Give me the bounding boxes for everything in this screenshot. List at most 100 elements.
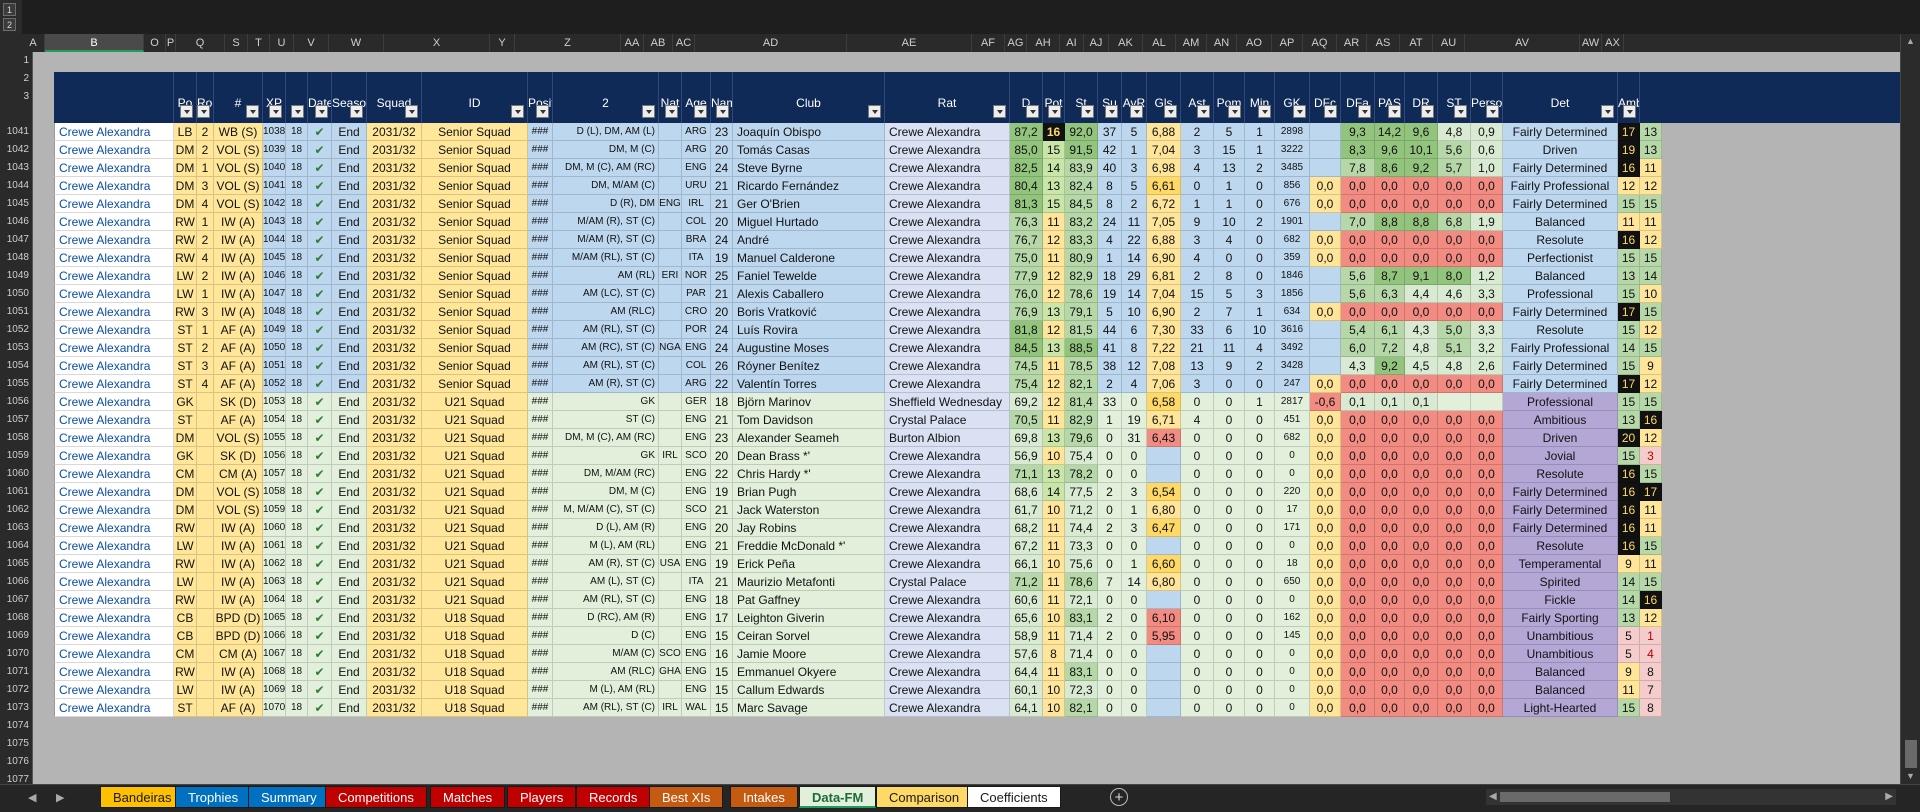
table-cell[interactable]: End	[332, 267, 367, 285]
table-cell[interactable]: 1,9	[1471, 213, 1503, 231]
table-cell[interactable]: 0	[1214, 573, 1245, 591]
table-cell[interactable]: 21	[711, 177, 733, 195]
filter-dropdown-icon[interactable]	[716, 105, 729, 118]
table-cell[interactable]: Faniel Tewelde	[733, 267, 885, 285]
table-cell[interactable]: End	[332, 339, 367, 357]
table-cell[interactable]: 15	[1181, 285, 1214, 303]
table-cell[interactable]: 0,0	[1310, 465, 1341, 483]
table-cell[interactable]: 81,5	[1065, 321, 1098, 339]
table-cell[interactable]	[197, 393, 214, 411]
table-cell[interactable]: End	[332, 249, 367, 267]
table-cell[interactable]: André	[733, 231, 885, 249]
table-cell[interactable]: U21 Squad	[422, 501, 528, 519]
table-cell[interactable]: ###	[528, 663, 553, 681]
table-cell[interactable]: 15	[1618, 357, 1640, 375]
table-cell[interactable]: 0,0	[1341, 483, 1375, 501]
table-cell[interactable]: 19	[711, 555, 733, 573]
table-cell[interactable]: VOL (S)	[214, 141, 263, 159]
table-cell[interactable]: 6,80	[1147, 501, 1181, 519]
table-cell[interactable]	[659, 375, 682, 393]
table-cell[interactable]: AF (A)	[214, 321, 263, 339]
scroll-left-icon[interactable]: ◀	[1489, 791, 1497, 802]
table-cell[interactable]: 16	[1640, 591, 1662, 609]
spreadsheet-grid[interactable]: PoRole # XP DateSeason Squad ID Position 2 NatAg…	[33, 52, 1920, 784]
table-cell[interactable]: 64,4	[1010, 663, 1043, 681]
table-cell[interactable]: 9	[1181, 213, 1214, 231]
table-cell[interactable]: Crewe Alexandra	[54, 123, 174, 141]
column-header-a[interactable]: A	[22, 34, 45, 52]
table-cell[interactable]: 11	[1640, 555, 1662, 573]
table-cell[interactable]: Miguel Hurtado	[733, 213, 885, 231]
table-cell[interactable]: 9,6	[1375, 141, 1405, 159]
table-cell[interactable]: 10	[1043, 681, 1065, 699]
table-cell[interactable]: AM (R), ST (C)	[553, 375, 659, 393]
table-cell[interactable]: U18 Squad	[422, 681, 528, 699]
table-cell[interactable]: 0,0	[1310, 483, 1341, 501]
table-cell[interactable]: 3	[1181, 375, 1214, 393]
table-cell[interactable]: End	[332, 699, 367, 717]
check-icon[interactable]: ✔	[308, 429, 332, 447]
table-cell[interactable]: ###	[528, 249, 553, 267]
filter-dropdown-icon[interactable]	[1421, 105, 1434, 118]
table-cell[interactable]: Fairly Determined	[1503, 159, 1618, 177]
table-cell[interactable]: AM (RL), ST (C)	[553, 591, 659, 609]
table-cell[interactable]: 33	[1098, 393, 1122, 411]
table-cell[interactable]: COL	[682, 357, 711, 375]
table-cell[interactable]: 15	[1640, 573, 1662, 591]
column-header-ap[interactable]: AP	[1272, 34, 1303, 52]
table-cell[interactable]: RW	[174, 555, 197, 573]
table-cell[interactable]	[197, 411, 214, 429]
table-cell[interactable]: 6,71	[1147, 411, 1181, 429]
table-cell[interactable]: ENG	[682, 483, 711, 501]
row-number[interactable]: 1070	[6, 648, 29, 659]
table-cell[interactable]: 78,5	[1065, 357, 1098, 375]
table-cell[interactable]: 0	[1181, 483, 1214, 501]
table-cell[interactable]: 12	[1043, 285, 1065, 303]
table-cell[interactable]: End	[332, 573, 367, 591]
table-cell[interactable]: 13	[1640, 123, 1662, 141]
column-header-aj[interactable]: AJ	[1084, 34, 1109, 52]
table-cell[interactable]: End	[332, 465, 367, 483]
table-cell[interactable]: U21 Squad	[422, 537, 528, 555]
table-cell[interactable]: 75,4	[1010, 375, 1043, 393]
table-cell[interactable]: 2031/32	[367, 573, 422, 591]
column-header-ax[interactable]: AX	[1602, 34, 1624, 52]
table-cell[interactable]: 2	[1181, 303, 1214, 321]
table-cell[interactable]: 58,9	[1010, 627, 1043, 645]
table-cell[interactable]: End	[332, 411, 367, 429]
table-cell[interactable]: 0,0	[1375, 303, 1405, 321]
table-cell[interactable]: 6,90	[1147, 303, 1181, 321]
table-cell[interactable]	[197, 591, 214, 609]
table-cell[interactable]: Fairly Determined	[1503, 501, 1618, 519]
table-cell[interactable]: 17	[711, 609, 733, 627]
tab-prev-icon[interactable]: ◀	[28, 792, 37, 804]
table-cell[interactable]: 15	[711, 699, 733, 717]
table-cell[interactable]: AM (RL), ST (C)	[553, 357, 659, 375]
filter-dropdown-icon[interactable]	[1105, 105, 1118, 118]
table-cell[interactable]: SCO	[682, 501, 711, 519]
table-cell[interactable]: RW	[174, 519, 197, 537]
sheet-tab-players[interactable]: Players	[507, 786, 577, 808]
table-cell[interactable]: 0,0	[1438, 447, 1471, 465]
table-cell[interactable]: ###	[528, 213, 553, 231]
table-cell[interactable]: ST	[174, 321, 197, 339]
check-icon[interactable]: ✔	[308, 141, 332, 159]
table-cell[interactable]: 4,3	[1405, 321, 1438, 339]
table-cell[interactable]: Crewe Alexandra	[54, 555, 174, 573]
table-cell[interactable]: 6,88	[1147, 231, 1181, 249]
table-cell[interactable]: 1070	[263, 699, 286, 717]
table-cell[interactable]: D (R), DM	[553, 195, 659, 213]
table-cell[interactable]: 20	[711, 447, 733, 465]
table-cell[interactable]	[1147, 645, 1181, 663]
table-cell[interactable]: Professional	[1503, 285, 1618, 303]
row-number[interactable]: 1073	[6, 702, 29, 713]
check-icon[interactable]: ✔	[308, 267, 332, 285]
table-cell[interactable]: 7,2	[1375, 339, 1405, 357]
table-cell[interactable]: 0,0	[1375, 609, 1405, 627]
table-cell[interactable]: Crewe Alexandra	[885, 537, 1010, 555]
table-cell[interactable]: 1	[1245, 393, 1275, 411]
table-cell[interactable]: Crewe Alexandra	[54, 267, 174, 285]
table-cell[interactable]: End	[332, 285, 367, 303]
table-cell[interactable]: ###	[528, 645, 553, 663]
column-header-ak[interactable]: AK	[1109, 34, 1143, 52]
